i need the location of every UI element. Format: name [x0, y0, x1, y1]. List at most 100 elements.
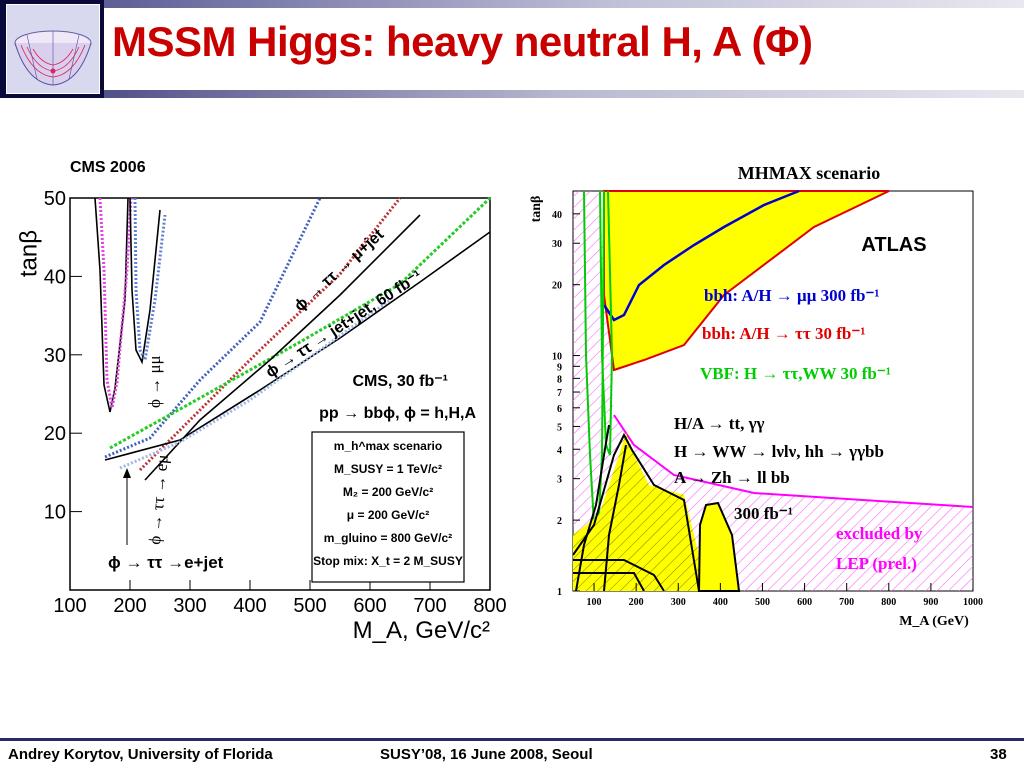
atlas-ann-300fb: 300 fb⁻¹ — [734, 504, 793, 523]
cms-scenario-line: m_gluino = 800 GeV/c² — [324, 531, 452, 545]
atlas-plot: MHMAX scenario tanβ M_A (GeV) 1234567891… — [529, 163, 983, 629]
cms-y-tick-label: 20 — [44, 423, 66, 445]
atlas-ann-lep: LEP (prel.) — [836, 554, 917, 573]
cms-x-tick-label: 200 — [113, 595, 146, 617]
atlas-y-tick-label: 1 — [557, 587, 562, 598]
atlas-black-contour5 — [573, 572, 645, 592]
logo-image — [6, 4, 100, 94]
cms-scenario-line: Stop mix: X_t = 2 M_SUSY — [313, 554, 463, 568]
atlas-y-tick-label: 7 — [557, 388, 562, 399]
cms-source-label: CMS 2006 — [70, 159, 146, 176]
atlas-xlabel: M_A (GeV) — [899, 614, 969, 629]
atlas-x-tick-label: 200 — [629, 597, 644, 608]
cms-mumu-black — [94, 197, 129, 413]
atlas-title: MHMAX scenario — [738, 163, 880, 183]
cms-ann-mumu: ϕ → μμ — [145, 355, 164, 408]
cms-ejet-black — [144, 214, 421, 481]
atlas-mumu-line — [602, 189, 800, 322]
cms-x-tick-label: 500 — [293, 595, 326, 617]
atlas-lep-region — [573, 191, 973, 591]
cms-ejet-lightblue — [119, 298, 391, 470]
cms-jetjet-green — [109, 196, 492, 450]
cms-process: pp → bbϕ, ϕ = h,H,A — [319, 405, 476, 422]
atlas-y-tick-label: 9 — [557, 362, 562, 373]
atlas-y-tick-label: 30 — [552, 239, 562, 250]
cms-scenario-box — [311, 431, 465, 583]
atlas-legend-tautau: bbh: A/H → ττ 30 fb⁻¹ — [702, 324, 865, 343]
atlas-ann-tt: H/A → tt, γγ — [674, 414, 765, 433]
cms-scenario-line: M_SUSY = 1 TeV/c² — [334, 462, 442, 476]
atlas-x-tick-label: 700 — [839, 597, 854, 608]
atlas-x-tick-label: 800 — [881, 597, 896, 608]
atlas-ann-zh: A → Zh → ll bb — [674, 468, 790, 487]
footer-page-number: 38 — [990, 746, 1007, 763]
atlas-x-tick-label: 1000 — [963, 597, 983, 608]
cms-ejet-arrowhead — [123, 468, 131, 478]
cms-x-ticks: 100 200 300 400 500 600 700 800 — [53, 580, 507, 617]
cms-scenario-line: M₂ = 200 GeV/c² — [343, 485, 433, 499]
cms-mumu-magenta — [98, 197, 133, 409]
atlas-black-contour1 — [572, 432, 700, 592]
cms-mujet-blue — [104, 197, 322, 459]
cms-y-tick-label: 50 — [44, 188, 66, 210]
susy-logo — [0, 0, 104, 98]
cms-xlabel: M_A, GeV/c² — [353, 617, 490, 644]
atlas-experiment: ATLAS — [861, 234, 926, 256]
cms-y-tick-label: 40 — [44, 266, 66, 288]
atlas-y-tick-label: 3 — [557, 475, 562, 486]
cms-emu-blue — [133, 197, 167, 365]
cms-emu-black — [129, 197, 161, 365]
atlas-y-tick-label: 5 — [557, 422, 562, 433]
atlas-tautau-region — [603, 190, 890, 372]
header-bottom-bar — [0, 90, 1024, 98]
cms-x-tick-label: 400 — [233, 595, 266, 617]
cms-frame — [69, 197, 491, 591]
footer-event: SUSY’08, 16 June 2008, Seoul — [380, 746, 593, 763]
cms-mujet-red — [138, 197, 402, 472]
cms-x-tick-label: 600 — [353, 595, 386, 617]
cms-scenario-line: μ = 200 GeV/c² — [347, 508, 429, 522]
atlas-x-tick-label: 100 — [587, 597, 602, 608]
cms-ann-ejet: ϕ → ττ →e+jet — [108, 553, 224, 572]
atlas-x-tick-label: 600 — [797, 597, 812, 608]
atlas-x-tick-label: 300 — [671, 597, 686, 608]
cms-y-tick-label: 30 — [44, 345, 66, 367]
atlas-black-contour4 — [573, 559, 665, 592]
atlas-y-tick-label: 6 — [557, 404, 562, 415]
atlas-y-tick-label: 8 — [557, 374, 562, 385]
cms-ann-emu: ϕ → ττ → eμ — [145, 454, 172, 546]
cms-plot: CMS 2006 tanβ M_A, GeV/c² 10 20 30 40 50 100… — [15, 159, 507, 644]
atlas-ann-excluded: excluded by — [836, 524, 923, 543]
cms-ylabel: tanβ — [15, 230, 42, 277]
atlas-zh-region — [697, 501, 741, 592]
slide-title: MSSM Higgs: heavy neutral H, A (Φ) — [112, 18, 813, 65]
atlas-x-tick-label: 400 — [713, 597, 728, 608]
atlas-ylabel: tanβ — [529, 196, 544, 223]
slide-header: MSSM Higgs: heavy neutral H, A (Φ) — [0, 0, 1024, 100]
cms-legend-title: CMS, 30 fb⁻¹ — [352, 373, 448, 390]
atlas-x-ticks: 100 200 300 400 500 600 700 800 900 1000 — [587, 583, 983, 608]
atlas-y-tick-label: 40 — [552, 210, 562, 221]
atlas-legend-mumu: bbh: A/H → μμ 300 fb⁻¹ — [704, 286, 880, 305]
cms-scenario-line: m_h^max scenario — [334, 439, 442, 453]
atlas-lep-line — [613, 414, 974, 508]
cms-x-tick-label: 100 — [53, 595, 86, 617]
cms-y-tick-label: 10 — [44, 502, 66, 524]
atlas-legend-vbf: VBF: H → ττ,WW 30 fb⁻¹ — [700, 364, 891, 383]
cms-y-ticks: 10 20 30 40 50 — [44, 188, 82, 524]
cms-scenario-lines: m_h^max scenario M_SUSY = 1 TeV/c² M₂ = 20… — [313, 439, 463, 568]
atlas-x-tick-label: 500 — [755, 597, 770, 608]
atlas-vbf-line2 — [599, 190, 614, 456]
atlas-y-tick-label: 2 — [557, 516, 562, 527]
atlas-y-tick-label: 10 — [552, 352, 562, 363]
footer-divider — [0, 738, 1024, 741]
header-top-bar — [0, 0, 1024, 8]
cms-x-tick-label: 800 — [473, 595, 506, 617]
cms-x-tick-label: 700 — [413, 595, 446, 617]
atlas-ann-ww: H → WW → lνlν, hh → γγbb — [674, 442, 884, 461]
atlas-y-tick-label: 4 — [557, 445, 562, 456]
atlas-black-contour3 — [603, 444, 627, 592]
atlas-y-tick-label: 20 — [552, 281, 562, 292]
cms-x-tick-label: 300 — [173, 595, 206, 617]
